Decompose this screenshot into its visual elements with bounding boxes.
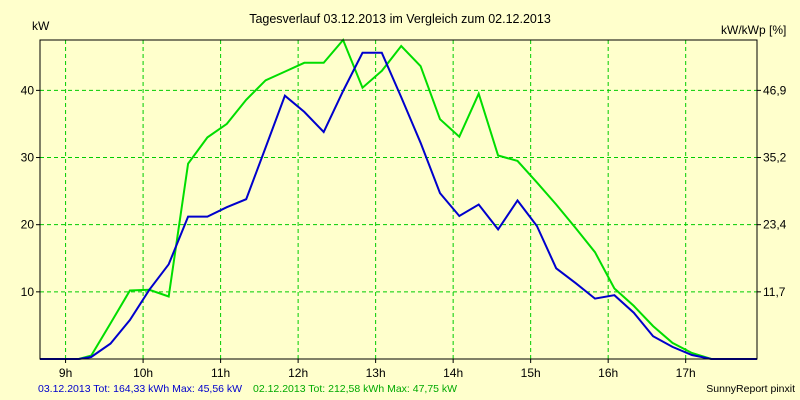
y-tick-label-right: 46,9 xyxy=(763,83,787,97)
y-ticks-right: 11,7 23,4 35,2 46,9 xyxy=(757,83,787,299)
series-line-03.12.2013 xyxy=(40,51,757,360)
plot-frame xyxy=(39,39,758,360)
x-tick-label: 14h xyxy=(443,366,463,380)
x-tick-label: 10h xyxy=(133,366,153,380)
y-ticks-left: 10 20 30 40 xyxy=(21,83,40,299)
footer-summary-blue: 03.12.2013 Tot: 164,33 kWh Max: 45,56 kW xyxy=(38,383,242,395)
chart-title: Tagesverlauf 03.12.2013 im Vergleich zum… xyxy=(249,12,551,26)
right-axis-unit: kW/kWp [%] xyxy=(721,23,786,37)
y-tick-label-left: 10 xyxy=(21,285,35,299)
y-tick-label-left: 20 xyxy=(21,218,35,232)
y-tick-label-right: 11,7 xyxy=(763,285,786,299)
x-tick-label: 13h xyxy=(366,366,386,380)
series-layer xyxy=(40,38,757,360)
y-tick-label-right: 23,4 xyxy=(763,218,787,232)
x-tick-label: 17h xyxy=(676,366,696,380)
x-ticks: 9h 10h 11h 12h 13h 14h 15h 16h 17h xyxy=(59,359,696,380)
footer-brand: SunnyReport pinxit xyxy=(706,383,795,395)
y-tick-label-left: 30 xyxy=(21,151,35,165)
x-tick-label: 12h xyxy=(288,366,308,380)
x-tick-label: 11h xyxy=(211,366,230,380)
left-axis-unit: kW xyxy=(32,19,50,33)
series-line-02.12.2013 xyxy=(40,38,757,360)
x-tick-label: 9h xyxy=(59,366,72,380)
x-tick-label: 15h xyxy=(521,366,541,380)
x-tick-label: 16h xyxy=(598,366,618,380)
y-tick-label-left: 40 xyxy=(21,83,35,97)
y-tick-label-right: 35,2 xyxy=(763,151,787,165)
footer-summary-green: 02.12.2013 Tot: 212,58 kWh Max: 47,75 kW xyxy=(253,383,457,395)
